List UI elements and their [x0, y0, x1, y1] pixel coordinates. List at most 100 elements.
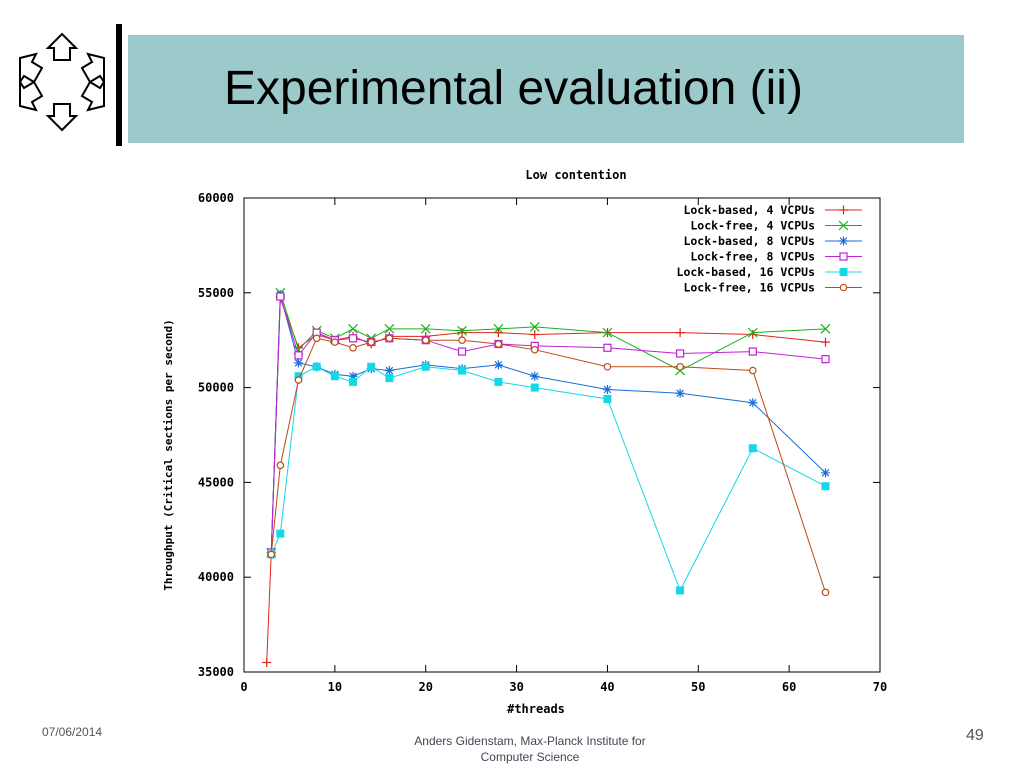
data-point: [294, 358, 304, 368]
series-5: [267, 362, 830, 595]
data-point: [494, 377, 503, 386]
x-tick-label: 10: [328, 680, 342, 694]
data-point: [262, 658, 272, 668]
data-point: [603, 394, 612, 403]
data-point: [493, 360, 503, 370]
data-point: [294, 351, 303, 360]
data-point: [294, 376, 303, 384]
series-1: [262, 293, 830, 668]
data-point: [331, 338, 339, 346]
data-point: [312, 334, 321, 343]
data-point: [676, 349, 685, 358]
footer-author: Anders Gidenstam, Max-Planck Institute f…: [380, 733, 680, 765]
legend-swatch-marker: [839, 252, 848, 261]
y-tick-label: 35000: [198, 665, 234, 679]
x-tick-label: 20: [418, 680, 432, 694]
data-point: [748, 444, 757, 453]
series-6: [267, 334, 830, 597]
legend-label: Lock-free, 8 VCPUs: [690, 250, 815, 264]
x-tick-label: 60: [782, 680, 796, 694]
data-point: [530, 383, 539, 392]
series-4: [267, 292, 830, 557]
data-point: [458, 366, 467, 375]
legend-swatch-marker: [838, 220, 849, 231]
data-point: [421, 336, 430, 345]
y-tick-label: 55000: [198, 286, 234, 300]
data-point: [494, 340, 503, 348]
data-point: [349, 343, 357, 352]
y-tick-label: 50000: [198, 381, 234, 395]
x-tick-label: 30: [509, 680, 523, 694]
data-point: [348, 334, 358, 343]
data-point: [748, 366, 757, 375]
throughput-chart: Low contention 0 10 20 30 40 50 60 70 35000 40000 4…: [162, 168, 887, 716]
data-point: [747, 327, 758, 338]
data-point: [821, 355, 830, 364]
data-point: [276, 292, 285, 301]
data-point: [367, 362, 376, 371]
data-point: [457, 347, 467, 356]
data-point: [457, 328, 467, 338]
chart-title: Low contention: [525, 168, 626, 182]
series-line: [270, 366, 826, 592]
data-point: [602, 327, 613, 338]
data-point: [676, 586, 685, 595]
data-point: [330, 372, 339, 381]
data-point: [820, 337, 830, 347]
data-point: [748, 398, 758, 408]
series-2: [266, 287, 831, 558]
data-point: [420, 323, 431, 334]
data-point: [457, 325, 467, 336]
data-point: [603, 343, 612, 352]
data-point: [675, 328, 685, 338]
data-point: [529, 322, 540, 332]
data-point: [348, 323, 358, 334]
legend-swatch-marker: [839, 205, 848, 215]
page-number: 49: [966, 727, 984, 744]
data-point: [748, 347, 757, 356]
series-line: [270, 294, 826, 553]
plot-frame: [243, 197, 881, 673]
x-tick-label: 50: [691, 680, 705, 694]
data-point: [820, 468, 830, 478]
y-tick-label: 60000: [198, 191, 234, 205]
data-point: [421, 362, 430, 371]
data-point: [493, 323, 504, 334]
data-point: [276, 461, 285, 470]
data-point: [820, 323, 831, 334]
legend-swatch-marker: [839, 283, 848, 292]
series-line: [270, 292, 826, 553]
title-band: Experimental evaluation (ii): [128, 35, 964, 143]
data-point: [367, 338, 376, 346]
data-point: [530, 371, 540, 381]
x-tick-label: 0: [240, 680, 247, 694]
data-point: [530, 345, 539, 354]
legend-label: Lock-based, 8 VCPUs: [683, 234, 815, 248]
x-axis-label: #threads: [507, 702, 565, 716]
data-point: [267, 550, 276, 559]
y-tick-label: 45000: [198, 475, 234, 489]
legend-label: Lock-based, 4 VCPUs: [683, 203, 815, 217]
slide-title: Experimental evaluation (ii): [224, 62, 803, 115]
footer-date: 07/06/2014: [42, 725, 103, 739]
data-point: [294, 343, 304, 353]
footer-author-line1: Anders Gidenstam, Max-Planck Institute f…: [414, 734, 646, 748]
data-point: [348, 371, 358, 381]
data-point: [384, 323, 395, 334]
data-point: [675, 388, 685, 398]
data-point: [821, 588, 830, 597]
institute-logo: [19, 32, 105, 132]
y-tick-label: 40000: [198, 570, 234, 584]
data-point: [821, 482, 830, 491]
legend-label: Lock-based, 16 VCPUs: [677, 265, 815, 279]
data-point: [312, 362, 321, 371]
legend-swatch-marker: [839, 236, 848, 246]
data-point: [385, 334, 394, 343]
data-point: [385, 374, 394, 383]
series-line: [266, 298, 826, 663]
legend-label: Lock-free, 16 VCPUs: [683, 281, 815, 295]
legend-swatch-marker: [839, 268, 848, 276]
data-point: [603, 362, 612, 371]
data-point: [530, 330, 540, 340]
data-point: [458, 336, 466, 345]
